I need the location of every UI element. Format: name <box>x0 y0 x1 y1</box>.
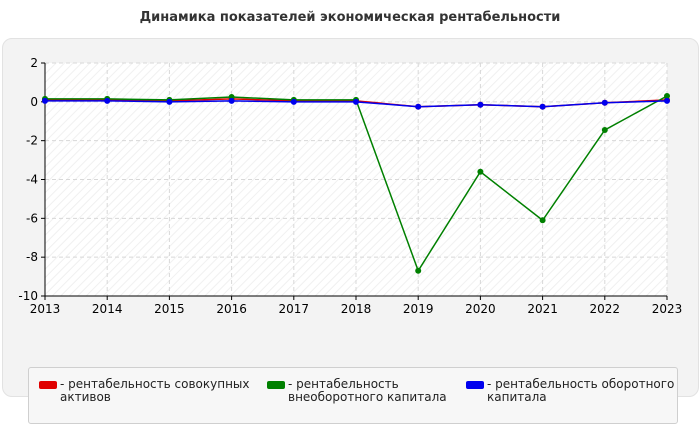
legend-label: - рентабельность совокупных активов <box>60 377 250 404</box>
data-point <box>290 98 297 105</box>
y-tick-label: -2 <box>26 134 38 148</box>
data-point <box>42 97 48 104</box>
data-point <box>228 97 235 104</box>
x-tick-label: 2020 <box>465 302 496 316</box>
legend-label: - рентабельность оборотного капитала <box>487 377 675 404</box>
data-point <box>477 168 484 175</box>
y-tick-label: 0 <box>30 95 38 109</box>
legend-swatch-blue <box>466 381 484 389</box>
data-point <box>539 217 546 224</box>
data-point <box>601 126 608 133</box>
y-tick-label: -4 <box>26 173 38 187</box>
chart-legend: - рентабельность совокупных активов - ре… <box>28 367 678 424</box>
x-tick-label: 2016 <box>216 302 247 316</box>
legend-swatch-red <box>39 381 57 389</box>
data-point <box>664 93 670 100</box>
legend-label: - рентабельность внеоборотного капитала <box>288 377 447 404</box>
x-tick-label: 2021 <box>527 302 558 316</box>
chart-title: Динамика показателей экономическая рента… <box>139 10 561 25</box>
legend-item-working-capital[interactable]: - рентабельность оборотного капитала <box>466 378 676 404</box>
data-point <box>353 98 359 105</box>
x-tick-label: 2015 <box>154 302 185 316</box>
data-point <box>415 103 422 110</box>
data-point <box>601 99 608 106</box>
x-tick-label: 2013 <box>30 302 61 316</box>
data-point <box>477 101 484 108</box>
legend-item-fixed-capital[interactable]: - рентабельность внеоборотного капитала <box>267 378 457 404</box>
data-point <box>539 103 546 110</box>
y-tick-label: 2 <box>30 56 38 70</box>
data-point <box>664 97 670 104</box>
y-tick-label: -10 <box>18 289 38 303</box>
x-tick-label: 2022 <box>590 302 621 316</box>
x-tick-label: 2023 <box>652 302 683 316</box>
x-tick-label: 2019 <box>403 302 434 316</box>
y-tick-label: -8 <box>26 250 38 264</box>
y-tick-label: -6 <box>26 211 38 225</box>
x-tick-label: 2017 <box>279 302 310 316</box>
legend-item-total-assets[interactable]: - рентабельность совокупных активов <box>39 378 254 404</box>
legend-swatch-green <box>267 381 285 389</box>
x-tick-label: 2014 <box>92 302 123 316</box>
chart-panel: 2 0 -2 -4 -6 -8 -10 2013 2014 2015 2016 2017 2018 201… <box>2 38 699 424</box>
data-point <box>166 98 173 105</box>
data-point <box>104 97 111 104</box>
data-point <box>415 267 422 274</box>
x-tick-label: 2018 <box>341 302 372 316</box>
